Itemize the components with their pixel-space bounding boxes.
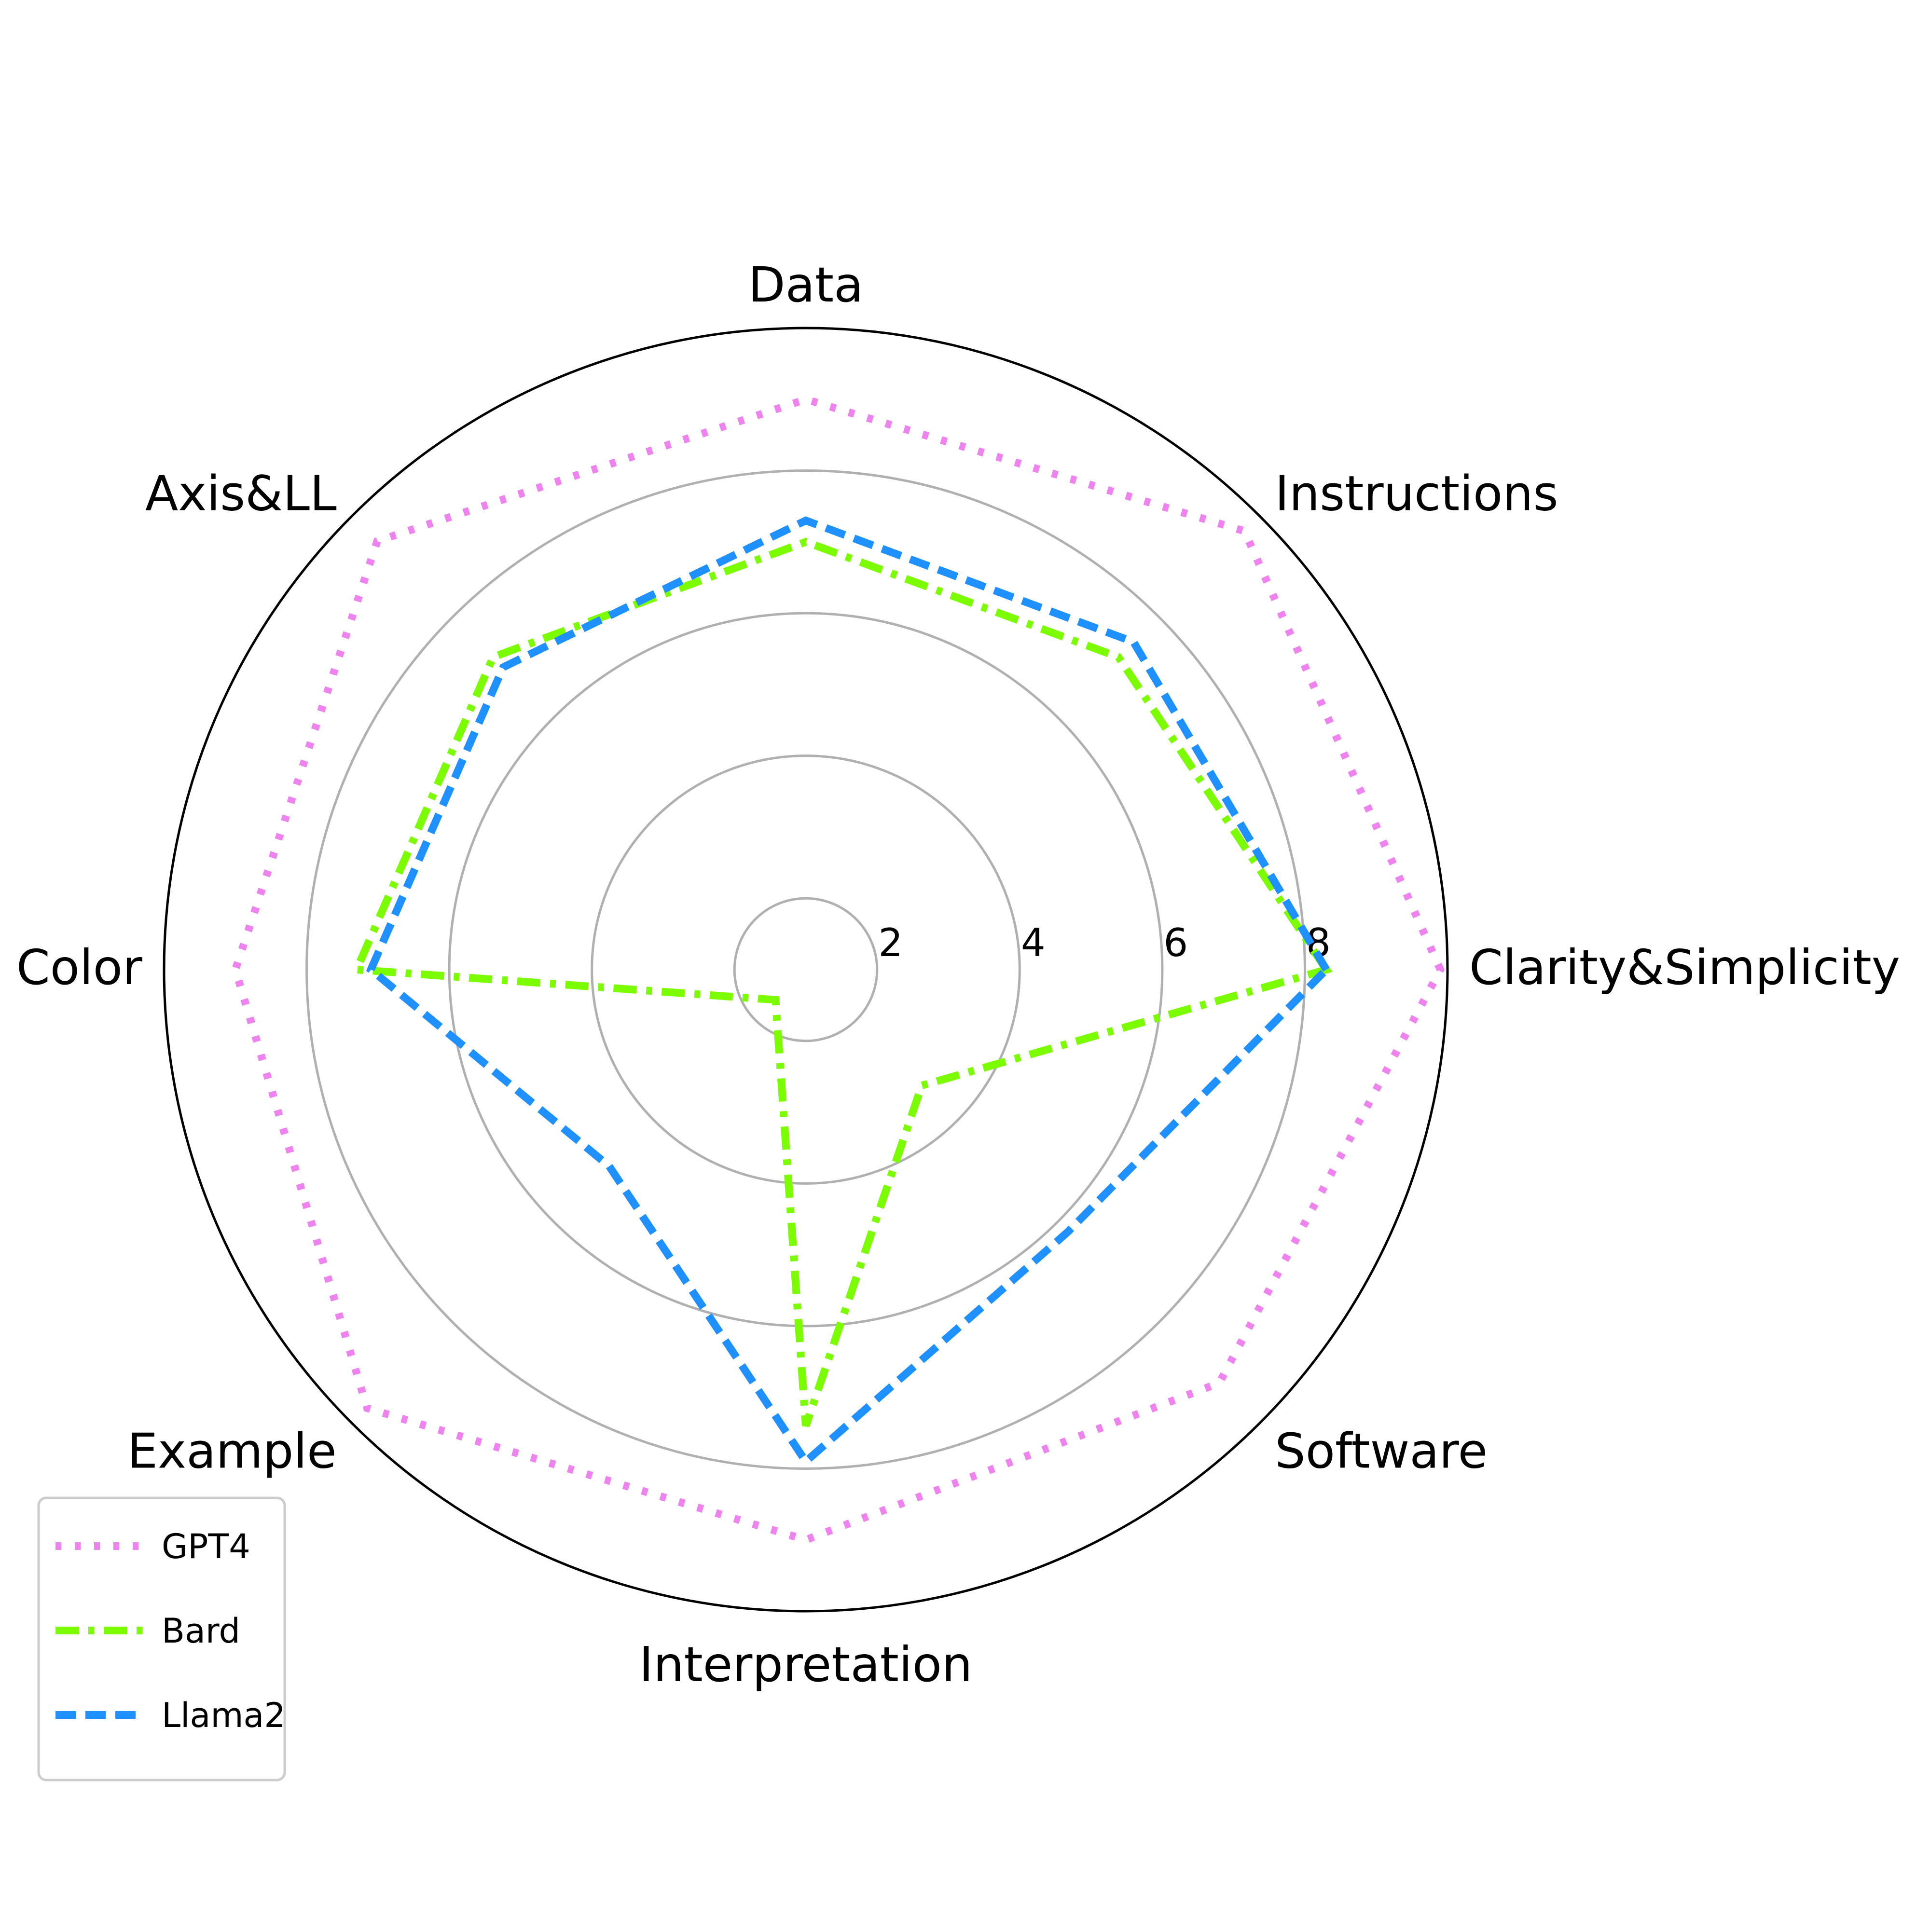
radial-tick-label-4: 4 — [1021, 920, 1046, 965]
category-label-7: Software — [1275, 1423, 1488, 1479]
grid-layer — [163, 327, 1449, 1613]
category-label-3: Axis&LL — [145, 466, 337, 522]
category-label-5: Example — [127, 1423, 337, 1479]
series-line-gpt4 — [231, 395, 1445, 1544]
radial-tick-label-6: 6 — [1163, 920, 1188, 965]
grid-ring-4 — [591, 754, 1021, 1185]
category-label-4: Color — [16, 939, 143, 996]
category-label-0: Clarity&Simplicity — [1469, 939, 1900, 996]
category-label-1: Instructions — [1275, 466, 1558, 522]
series-line-bard — [351, 537, 1333, 1427]
outer-frame — [163, 327, 1449, 1613]
series-line-llama2 — [366, 516, 1331, 1467]
legend: GPT4 Bard Llama2 — [37, 1496, 286, 1781]
legend-label-gpt4: GPT4 — [162, 1527, 250, 1566]
legend-label-llama2: Llama2 — [162, 1696, 286, 1735]
legend-box — [37, 1496, 286, 1781]
legend-label-bard: Bard — [162, 1611, 240, 1651]
category-labels: Clarity&Simplicity Instructions Data Axis&L… — [16, 257, 1900, 1693]
grid-ring-6 — [448, 612, 1164, 1328]
category-label-2: Data — [748, 257, 864, 313]
radial-tick-label-2: 2 — [878, 920, 903, 965]
grid-ring-8 — [305, 469, 1306, 1470]
series-layer — [231, 395, 1445, 1544]
grid-ring-2 — [733, 897, 879, 1042]
category-label-6: Interpretation — [639, 1636, 973, 1693]
